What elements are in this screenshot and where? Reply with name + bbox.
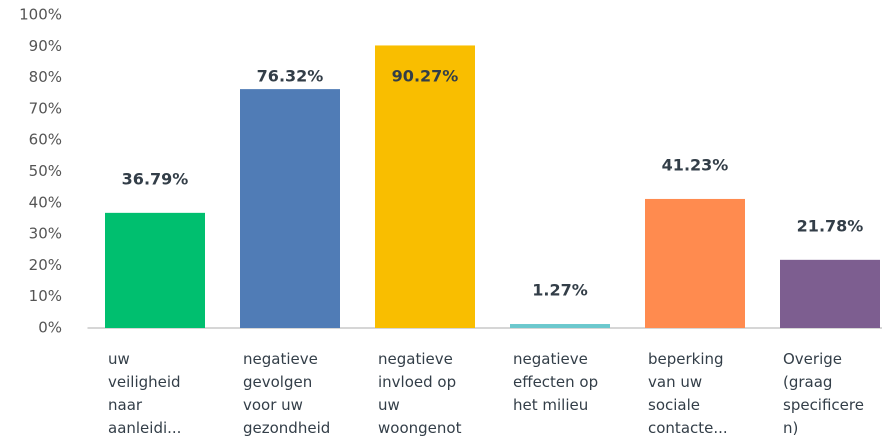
y-tick-label: 90% [29, 37, 62, 55]
x-tick-label: uw veiligheid naar aanleidi... [108, 350, 182, 437]
bar [240, 89, 340, 328]
x-tick-label: beperking van uw sociale contacte... [648, 350, 728, 437]
value-label: 1.27% [532, 281, 588, 300]
value-label: 41.23% [662, 155, 729, 174]
x-tick-label: negatieve invloed op uw woongenot [378, 350, 462, 437]
bar [105, 212, 205, 328]
y-tick-label: 50% [29, 162, 62, 180]
y-tick-label: 70% [29, 99, 62, 117]
y-tick-label: 60% [29, 131, 62, 149]
x-tick-label: negatieve gevolgen voor uw gezondheid [243, 350, 331, 437]
y-tick-label: 40% [29, 193, 62, 211]
x-tick-label: negatieve effecten op het milieu [513, 350, 599, 414]
y-tick-label: 30% [29, 225, 62, 243]
y-tick-label: 100% [19, 6, 62, 24]
bar [375, 45, 475, 329]
bar [510, 324, 610, 328]
y-tick-label: 10% [29, 287, 62, 305]
value-label: 36.79% [122, 169, 189, 188]
x-tick-label: Overige (graag specificere n) [783, 350, 864, 437]
y-tick-label: 20% [29, 256, 62, 274]
y-tick-label: 0% [38, 319, 62, 337]
value-label: 90.27% [392, 67, 459, 86]
value-label: 76.32% [257, 67, 324, 86]
bar [645, 198, 745, 328]
bar [780, 259, 880, 328]
value-label: 21.78% [797, 216, 864, 235]
y-tick-label: 80% [29, 68, 62, 86]
